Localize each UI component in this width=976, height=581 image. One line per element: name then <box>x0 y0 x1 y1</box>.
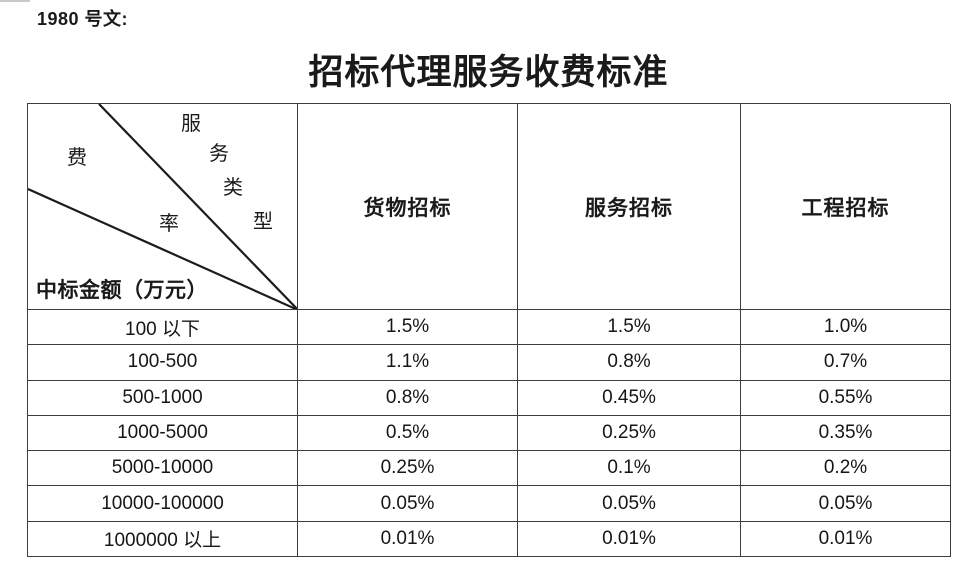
service-type-char-2: 务 <box>209 143 229 165</box>
fee-rate-char-1: 费 <box>67 147 87 169</box>
fee-cell: 0.2% <box>741 451 951 487</box>
fee-rate-char-2: 率 <box>159 213 179 235</box>
fee-cell: 0.35% <box>741 415 951 452</box>
row-label: 5000-10000 <box>28 451 298 487</box>
corner-header-cell: 服 务 类 型 费 率 中标金额（万元） <box>28 104 298 310</box>
row-label: 500-1000 <box>28 380 298 416</box>
fee-cell: 0.01% <box>298 521 518 557</box>
row-label: 100-500 <box>28 345 298 381</box>
fee-cell: 1.5% <box>298 310 518 346</box>
col-header-goods: 货物招标 <box>298 104 518 310</box>
row-label: 1000-5000 <box>28 415 298 452</box>
service-type-char-3: 类 <box>223 177 243 199</box>
fee-cell: 0.01% <box>741 521 951 557</box>
fee-cell: 0.05% <box>518 486 741 522</box>
fee-cell: 0.1% <box>518 451 741 487</box>
fee-cell: 0.01% <box>518 521 741 557</box>
row-label: 1000000 以上 <box>28 521 298 557</box>
fee-cell: 0.7% <box>741 345 951 381</box>
fee-cell: 0.25% <box>298 451 518 487</box>
service-type-char-1: 服 <box>181 113 201 135</box>
fee-cell: 0.55% <box>741 380 951 416</box>
col-header-engineering: 工程招标 <box>741 104 951 310</box>
fee-cell: 0.25% <box>518 415 741 452</box>
fee-cell: 0.05% <box>741 486 951 522</box>
row-label: 10000-100000 <box>28 486 298 522</box>
fee-cell: 0.8% <box>518 345 741 381</box>
diagonal-lines <box>28 104 297 309</box>
doc-ref: 1980 号文: <box>37 9 129 29</box>
fee-cell: 1.0% <box>741 310 951 346</box>
fee-cell: 0.8% <box>298 380 518 416</box>
fee-cell: 1.1% <box>298 345 518 381</box>
fee-cell: 0.45% <box>518 380 741 416</box>
amount-axis-label: 中标金额（万元） <box>36 278 208 302</box>
fee-cell: 0.5% <box>298 415 518 452</box>
page-title: 招标代理服务收费标准 <box>308 53 669 92</box>
row-label: 100 以下 <box>28 310 298 346</box>
fee-cell: 1.5% <box>518 310 741 346</box>
col-header-services: 服务招标 <box>518 104 741 310</box>
service-type-char-4: 型 <box>253 211 273 233</box>
page-edge-artifact <box>0 0 30 2</box>
fee-table: 服 务 类 型 费 率 中标金额（万元） 货物招标 服务招标 工程招标 100 … <box>27 103 951 557</box>
fee-cell: 0.05% <box>298 486 518 522</box>
